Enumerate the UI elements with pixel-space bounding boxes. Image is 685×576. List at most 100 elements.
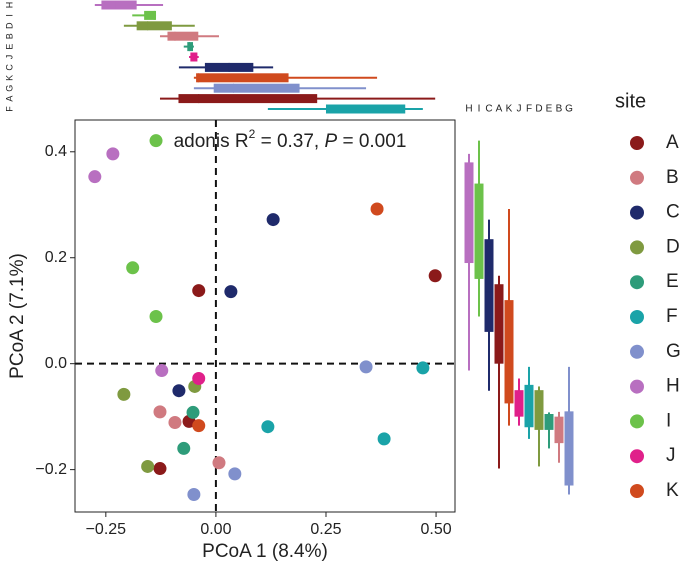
legend-marker — [630, 449, 644, 464]
point — [149, 310, 163, 324]
point — [370, 202, 384, 216]
legend-label: J — [666, 445, 676, 466]
legend-title: site — [615, 90, 646, 112]
annotation-italic: P — [325, 131, 338, 152]
legend-marker — [630, 240, 644, 255]
point — [266, 213, 280, 227]
box-label: A — [496, 104, 503, 115]
legend-label: F — [666, 306, 678, 327]
box — [554, 416, 564, 444]
legend-label: G — [666, 341, 681, 362]
box — [464, 162, 474, 264]
point — [377, 432, 391, 446]
box — [196, 73, 289, 83]
legend-label: E — [666, 271, 679, 292]
box-label: H — [4, 2, 14, 9]
legend-marker — [630, 484, 644, 498]
annotation-text: adonis R — [174, 131, 249, 152]
point — [224, 285, 238, 299]
box — [514, 390, 524, 417]
plot-frame — [74, 119, 456, 513]
legend-marker — [630, 414, 644, 429]
point — [192, 419, 206, 433]
point — [141, 459, 155, 473]
box — [187, 42, 194, 52]
point — [228, 467, 242, 481]
point — [192, 372, 206, 386]
point — [359, 360, 373, 374]
point — [117, 387, 131, 401]
legend-marker — [630, 275, 644, 290]
box-label: G — [4, 85, 14, 92]
y-tick-label: 0.4 — [45, 143, 67, 160]
point — [153, 462, 167, 476]
annotation: adonis R2 = 0.37, P = 0.001 — [174, 127, 407, 152]
box — [564, 411, 574, 486]
y-axis-label: PCoA 2 (7.1%) — [7, 253, 28, 379]
y-tick-label: 0.2 — [45, 249, 67, 266]
box-label: F — [526, 104, 532, 115]
x-tick-label: 0.25 — [310, 521, 341, 538]
legend-label: K — [666, 480, 679, 501]
legend-marker — [630, 344, 644, 359]
box — [178, 94, 318, 104]
y-tick-label: −0.2 — [35, 461, 67, 478]
x-axis-label: PCoA 1 (8.4%) — [202, 541, 328, 562]
legend-label: I — [666, 410, 671, 431]
point — [428, 269, 442, 283]
point — [153, 405, 167, 419]
box — [325, 104, 406, 114]
x-tick-label: 0.00 — [200, 521, 231, 538]
x-tick-label: −0.25 — [86, 521, 127, 538]
legend-label: H — [666, 376, 680, 397]
box-label: I — [478, 104, 481, 115]
x-tick-label: 0.50 — [420, 521, 451, 538]
point — [172, 384, 186, 398]
box — [494, 284, 504, 364]
box — [484, 239, 494, 332]
box-label: A — [4, 96, 14, 102]
point — [88, 170, 102, 184]
point — [261, 420, 275, 434]
box-label: J — [4, 55, 14, 60]
legend-label: D — [666, 236, 680, 257]
box-label: G — [565, 104, 573, 115]
point — [416, 361, 430, 375]
box-label: C — [485, 104, 492, 115]
box-label: F — [4, 106, 14, 112]
box — [101, 0, 137, 10]
box-label: B — [556, 104, 563, 115]
box-label: B — [4, 33, 14, 39]
box — [167, 31, 199, 41]
annotation-sup: 2 — [249, 127, 256, 141]
legend-marker — [630, 310, 644, 324]
legend-marker — [630, 379, 644, 394]
point — [187, 488, 201, 502]
box-label: D — [4, 22, 14, 29]
legend-marker — [630, 136, 644, 150]
box-label: H — [465, 104, 472, 115]
box — [144, 10, 157, 20]
point — [149, 134, 163, 148]
point — [155, 364, 169, 378]
box-label: E — [4, 44, 14, 50]
box-label: K — [4, 75, 14, 81]
legend-marker — [630, 205, 644, 220]
box-label: I — [4, 14, 14, 17]
box — [136, 21, 172, 31]
box — [534, 390, 544, 430]
point — [106, 147, 120, 161]
point — [192, 284, 206, 298]
box — [213, 83, 300, 93]
box-label: D — [535, 104, 542, 115]
point — [177, 441, 191, 455]
box-label: E — [546, 104, 553, 115]
point — [126, 261, 140, 275]
box-label: K — [506, 104, 513, 115]
annotation-text: = 0.37, — [255, 131, 324, 152]
legend-label: A — [666, 132, 679, 153]
point — [168, 415, 182, 429]
legend-marker — [630, 170, 644, 185]
point — [186, 405, 200, 419]
box-label: J — [517, 104, 522, 115]
